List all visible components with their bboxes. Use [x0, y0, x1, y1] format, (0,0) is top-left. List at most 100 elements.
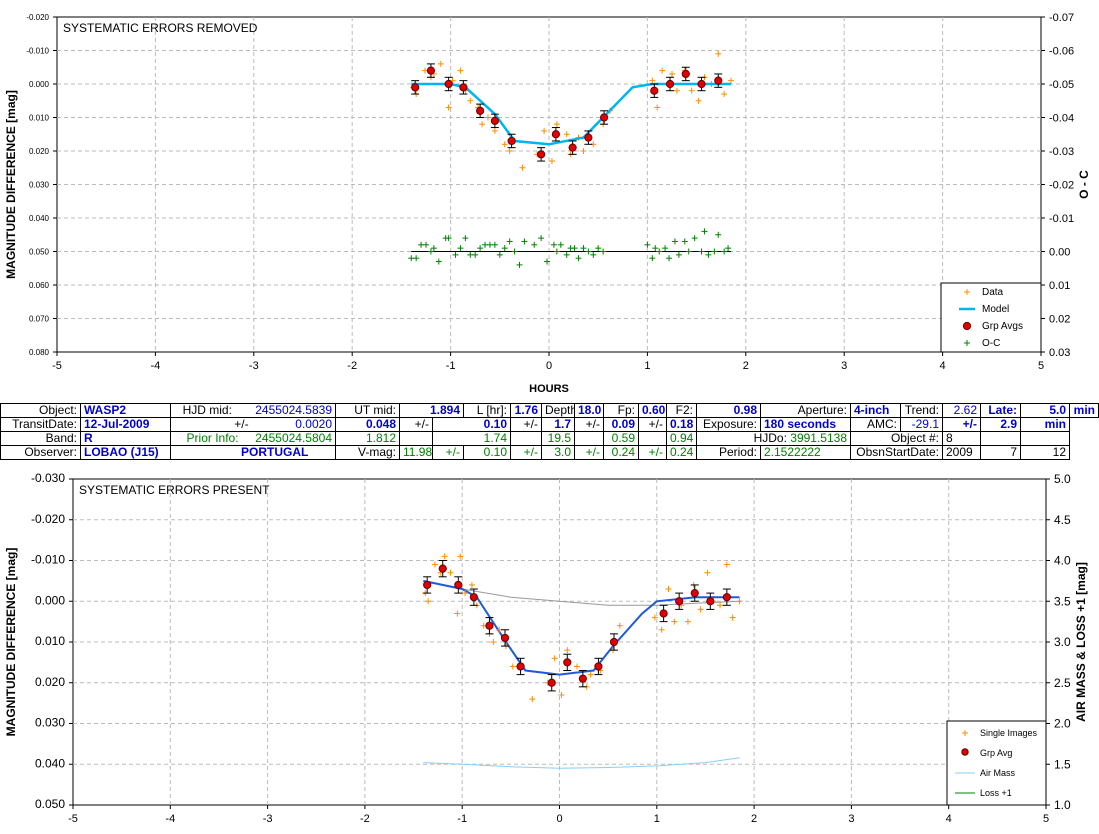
- prior-lhr-value: 1.74: [432, 431, 511, 446]
- oc-point: [550, 241, 557, 248]
- y-right-axis-label: O - C: [1077, 170, 1091, 199]
- model-curve: [423, 579, 740, 676]
- amc-err-pm: +/-: [942, 417, 981, 432]
- y-tick-label: 0.020: [35, 675, 65, 689]
- single-image-point: [437, 569, 444, 576]
- oc-point: [557, 241, 564, 248]
- band-label: Band:: [0, 431, 81, 446]
- v-depth-err-pm: +/-: [510, 445, 542, 460]
- obsstart-label: ObsnStartDate:: [850, 445, 943, 460]
- hjd-mid-label-text: HJD mid:: [182, 403, 232, 417]
- single-image-point: [473, 602, 480, 609]
- fp-err-pm: +/-: [574, 417, 604, 432]
- data-point: [721, 91, 728, 98]
- chart-title: SYSTEMATIC ERRORS PRESENT: [79, 483, 270, 497]
- single-image-point: [710, 598, 717, 605]
- country-value: PORTUGAL: [170, 445, 336, 460]
- y-tick-label: 0.030: [35, 716, 65, 730]
- prior-f2-value: 0.94: [666, 431, 697, 446]
- single-image-point: [447, 569, 454, 576]
- oc-point: [413, 255, 420, 262]
- oc-point: [427, 248, 434, 255]
- grp-avg-point: [690, 584, 699, 602]
- y-axis-label: MAGNITUDE DIFFERENCE [mag]: [4, 90, 18, 279]
- x-tick-label: 5: [1043, 813, 1049, 825]
- y-right-tick-label: 5.0: [1054, 472, 1071, 486]
- legend-grp-marker: [962, 321, 972, 331]
- vmag-value: 11.98: [399, 445, 433, 460]
- oc-point: [725, 245, 732, 252]
- f2-err-value: 0.18: [666, 417, 697, 432]
- grp-avg-point: [714, 73, 723, 88]
- data-point: [519, 164, 526, 171]
- prior-info-label: Prior Info:: [186, 431, 239, 445]
- y-tick-label: 0.040: [29, 214, 50, 223]
- oc-point: [656, 248, 663, 255]
- airmass-curve: [423, 757, 740, 769]
- oc-point: [698, 248, 705, 255]
- oc-point: [496, 251, 503, 258]
- legend-model-label: Model: [982, 304, 1009, 315]
- single-image-point: [564, 647, 571, 654]
- y-right-tick-label: -0.07: [1049, 12, 1074, 24]
- y-right-tick-label: 1.0: [1054, 798, 1071, 812]
- oc-point: [445, 235, 452, 242]
- legend-single-marker: [962, 730, 968, 736]
- legend-loss-label: Loss +1: [980, 788, 1012, 798]
- data-point: [715, 50, 722, 57]
- single-image-point: [480, 622, 487, 629]
- data-point: [580, 148, 587, 154]
- y-tick-label: 0.060: [29, 281, 50, 290]
- x-tick-label: 4: [940, 360, 946, 372]
- hjd-err-pm: +/-: [234, 417, 249, 431]
- oc-point: [649, 255, 656, 262]
- single-image-point: [658, 626, 665, 633]
- y-right-tick-label: 1.5: [1054, 757, 1071, 771]
- lhr-err-value: 0.10: [432, 417, 511, 432]
- grp-avg-point: [675, 592, 684, 610]
- oc-point: [575, 255, 582, 262]
- grp-avg-point: [459, 80, 468, 95]
- grp-avg-point: [697, 76, 706, 92]
- single-image-point: [422, 590, 429, 597]
- grp-avg-point: [411, 80, 420, 95]
- single-image-point: [717, 602, 724, 609]
- grp-avg-point: [507, 133, 516, 149]
- oc-point: [590, 251, 597, 258]
- y-tick-label: 0.010: [29, 114, 50, 123]
- data-point: [501, 141, 508, 148]
- grp-avg-point: [469, 588, 478, 606]
- vmag-label: V-mag:: [335, 445, 400, 460]
- y-right-tick-label: 2.5: [1054, 676, 1071, 690]
- x-tick-label: -5: [68, 813, 78, 825]
- period-value: 2.1522222: [760, 445, 851, 460]
- fp-err-value: 0.09: [603, 417, 639, 432]
- v-f2-err-pm: +/-: [638, 445, 667, 460]
- oc-point: [600, 248, 607, 255]
- oc-point: [423, 241, 429, 248]
- single-image-point: [574, 663, 581, 670]
- grp-avg-point: [444, 76, 453, 92]
- grp-avg-point: [600, 110, 609, 125]
- oc-point: [711, 248, 718, 255]
- y-right-tick-label: -0.06: [1049, 46, 1074, 58]
- y-right-tick-label: 3.0: [1054, 635, 1071, 649]
- single-image-point: [665, 586, 672, 593]
- x-tick-label: -5: [52, 360, 62, 372]
- hjdo-label: HJDo:: [753, 431, 787, 445]
- oc-point: [506, 238, 513, 245]
- transitdate-value: 12-Jul-2009: [80, 417, 171, 432]
- single-image-point: [583, 683, 590, 690]
- single-image-point: [558, 691, 565, 698]
- x-tick-label: 2: [743, 360, 749, 372]
- grp-avg-point: [438, 560, 447, 578]
- data-point: [548, 158, 555, 165]
- x-tick-label: -2: [360, 813, 370, 825]
- legend-data-label: Data: [982, 287, 1004, 298]
- oc-point: [652, 245, 659, 252]
- y-right-tick-label: -0.03: [1049, 146, 1074, 158]
- y-tick-label: -0.030: [31, 471, 65, 485]
- data-point: [659, 67, 666, 74]
- ut-mid-label: UT mid:: [335, 403, 400, 418]
- x-tick-label: 0: [546, 360, 552, 372]
